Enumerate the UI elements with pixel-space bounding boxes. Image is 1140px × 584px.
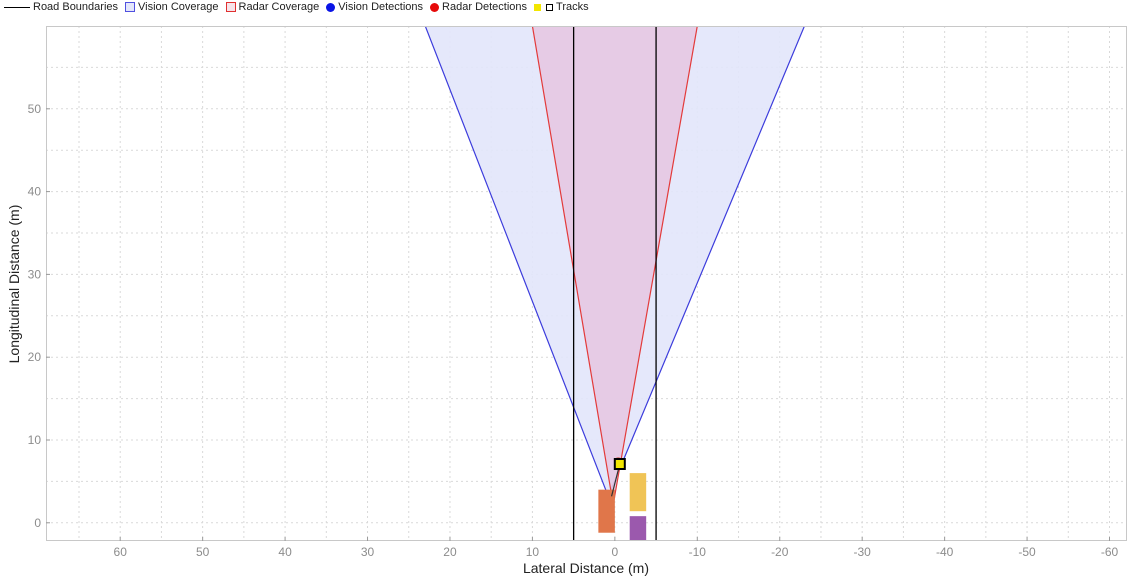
- legend-label: Tracks: [556, 1, 589, 13]
- vehicle-car1: [629, 473, 647, 512]
- radar-detection-dot-icon: [430, 2, 440, 12]
- plot-frame: [46, 26, 1127, 541]
- track-fill-square-icon: [534, 3, 542, 11]
- vehicle-car2: [629, 516, 647, 541]
- x-tick-label: -40: [936, 545, 954, 559]
- x-tick-label: 0: [612, 545, 619, 559]
- vision-coverage-swatch-icon: [125, 2, 136, 12]
- track-marker: [613, 457, 626, 470]
- legend-radar-detections[interactable]: Radar Detections: [430, 1, 527, 13]
- legend: Road Boundaries Vision Coverage Radar Co…: [0, 0, 596, 14]
- x-tick-label: -50: [1018, 545, 1036, 559]
- vision-detection-dot-icon: [326, 2, 336, 12]
- legend-label: Radar Coverage: [238, 1, 320, 13]
- chart-marks: [424, 26, 806, 541]
- x-tick-label: -10: [689, 545, 707, 559]
- y-tick-label: 20: [28, 350, 42, 364]
- x-tick-label: 60: [114, 545, 128, 559]
- legend-label: Radar Detections: [442, 1, 528, 13]
- legend-tracks[interactable]: Tracks: [534, 1, 589, 13]
- y-tick-label: 40: [28, 185, 42, 199]
- legend-radar-coverage[interactable]: Radar Coverage: [225, 1, 320, 13]
- x-axis-label: Lateral Distance (m): [523, 560, 649, 576]
- legend-road-boundaries[interactable]: Road Boundaries: [0, 1, 118, 13]
- x-tick-label: 20: [443, 545, 457, 559]
- legend-label: Vision Coverage: [138, 1, 219, 13]
- legend-vision-detections[interactable]: Vision Detections: [326, 1, 423, 13]
- x-tick-label: -60: [1101, 545, 1119, 559]
- y-tick-label: 30: [28, 267, 42, 281]
- radar-coverage-swatch-icon: [225, 2, 236, 12]
- x-tick-label: -20: [771, 545, 789, 559]
- x-tick-label: 30: [361, 545, 375, 559]
- x-tick-label: -30: [854, 545, 872, 559]
- legend-label: Vision Detections: [338, 1, 424, 13]
- y-tick-label: 10: [28, 433, 42, 447]
- x-tick-label: 40: [278, 545, 292, 559]
- x-tick-label: 10: [526, 545, 540, 559]
- track-box-square-icon: [546, 3, 554, 11]
- x-tick-label: 50: [196, 545, 210, 559]
- legend-label: Road Boundaries: [33, 1, 119, 13]
- road-boundary-line-icon: [4, 6, 30, 8]
- y-tick-label: 0: [34, 516, 41, 530]
- y-axis-label: Longitudinal Distance (m): [6, 205, 22, 364]
- y-tick-label: 50: [28, 102, 42, 116]
- legend-vision-coverage[interactable]: Vision Coverage: [125, 1, 219, 13]
- tick-labels: 60 50 40 30 20 10 0 -10 -20 -30 -40 -50 -60 0 10 20 30 40…: [28, 102, 1119, 559]
- vehicle-ego: [598, 489, 615, 533]
